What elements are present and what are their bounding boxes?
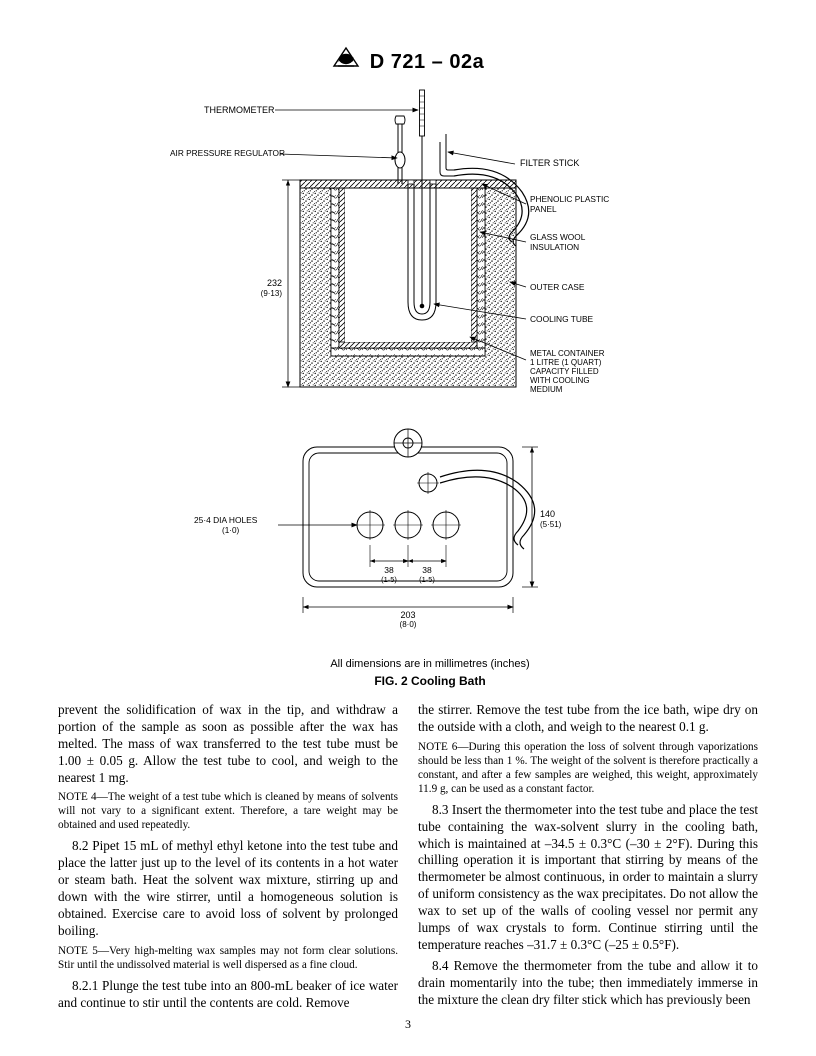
label-thermometer: THERMOMETER [204, 105, 275, 115]
dim-planw-in: (8·0) [400, 620, 417, 629]
dim-p2-mm: 38 [422, 565, 432, 575]
dim-height-in: (9·13) [261, 289, 283, 298]
note-4: NOTE 4—The weight of a test tube which i… [58, 790, 398, 832]
para-8-3: 8.3 Insert the thermometer into the test… [418, 802, 758, 954]
label-metal-2: 1 LITRE (1 QUART) [530, 358, 602, 367]
label-phenolic-2: PANEL [530, 204, 557, 214]
body-columns: prevent the solidification of wax in the… [58, 702, 758, 1016]
figure-title: FIG. 2 Cooling Bath [170, 674, 690, 688]
para-8-2-1: 8.2.1 Plunge the test tube into an 800-m… [58, 978, 398, 1012]
page-number: 3 [0, 1018, 816, 1030]
column-right: the stirrer. Remove the test tube from t… [418, 702, 758, 1016]
dim-planw-mm: 203 [400, 610, 415, 620]
svg-text:(1·5): (1·5) [419, 575, 435, 584]
para-8-4: 8.4 Remove the thermometer from the tube… [418, 958, 758, 1009]
dim-height-mm: 232 [267, 278, 282, 288]
dim-p1-mm: 38 [384, 565, 394, 575]
label-holes-2: (1·0) [222, 526, 240, 535]
figure-2: THERMOMETER AIR PRESSURE REGULATOR FILTE… [170, 72, 690, 688]
svg-text:(1·5): (1·5) [381, 575, 397, 584]
para-8-1-cont: prevent the solidification of wax in the… [58, 702, 398, 786]
label-coolingtube: COOLING TUBE [530, 314, 594, 324]
column-left: prevent the solidification of wax in the… [58, 702, 398, 1016]
doc-designation: D 721 – 02a [370, 52, 484, 72]
label-glasswool-2: INSULATION [530, 242, 579, 252]
svg-text:ASTM: ASTM [337, 57, 354, 63]
astm-logo-icon: ASTM [332, 46, 360, 75]
label-glasswool-1: GLASS WOOL [530, 232, 586, 242]
para-8-2: 8.2 Pipet 15 mL of methyl ethyl ketone i… [58, 838, 398, 939]
label-air-regulator: AIR PRESSURE REGULATOR [170, 148, 285, 158]
dim-planh-mm: 140 [540, 509, 555, 519]
label-metal-5: MEDIUM [530, 385, 563, 394]
label-metal-4: WITH COOLING [530, 376, 590, 385]
svg-text:(5·51): (5·51) [540, 520, 562, 529]
label-phenolic-1: PHENOLIC PLASTIC [530, 194, 609, 204]
para-8-2-1-cont: the stirrer. Remove the test tube from t… [418, 702, 758, 736]
note-6: NOTE 6—During this operation the loss of… [418, 740, 758, 796]
figure-dims-note: All dimensions are in millimetres (inche… [170, 657, 690, 671]
label-metal-3: CAPACITY FILLED [530, 367, 599, 376]
label-filter-stick: FILTER STICK [520, 158, 579, 168]
label-holes-1: 25·4 DIA HOLES [194, 515, 258, 525]
label-outercase: OUTER CASE [530, 282, 585, 292]
label-metal-1: METAL CONTAINER [530, 349, 605, 358]
note-5: NOTE 5—Very high-melting wax samples may… [58, 944, 398, 972]
